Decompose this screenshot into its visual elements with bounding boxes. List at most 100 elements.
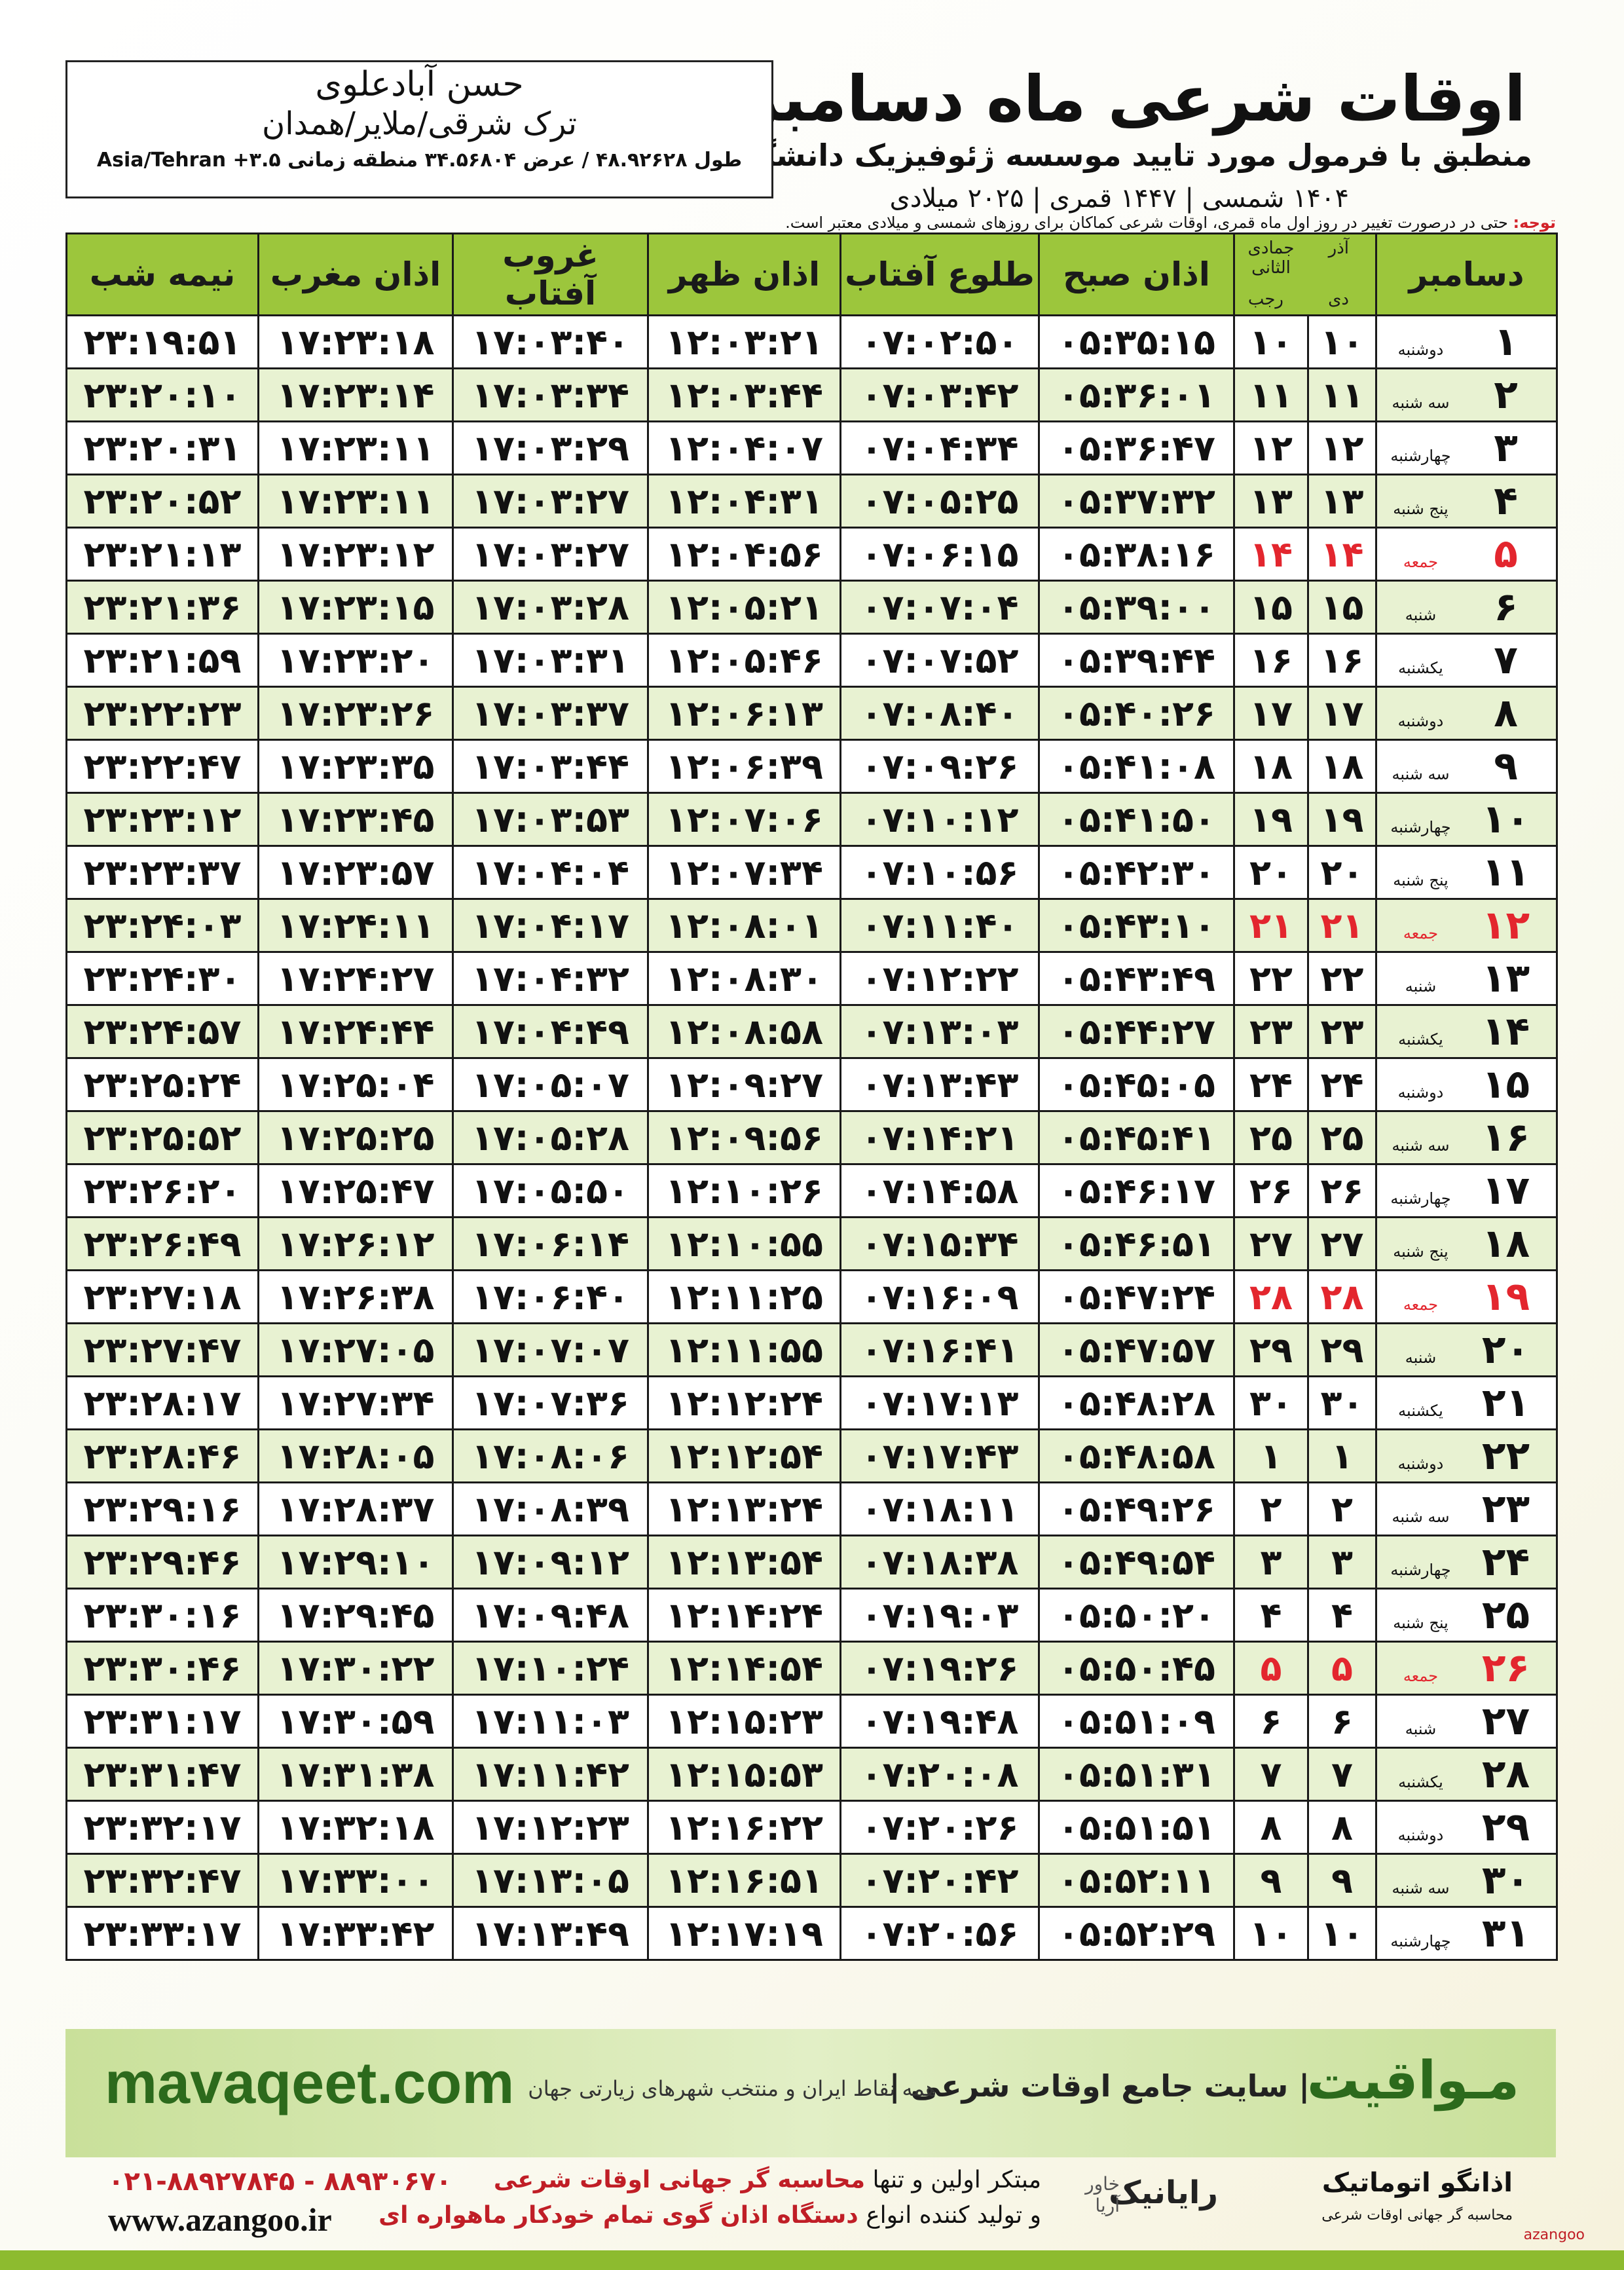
time-cell: ۲۳:۲۳:۳۷ (65, 845, 259, 900)
time-cell: ۰۷:۰۵:۲۵ (840, 474, 1040, 529)
day-cell: ۴ پنج شنبه (1375, 474, 1558, 529)
time-cell: ۰۵:۵۱:۳۱ (1038, 1747, 1235, 1802)
time: ۰۵:۴۳:۱۰ (1058, 904, 1215, 946)
lunar-day: ۷ (1233, 1747, 1309, 1802)
lunar-day: ۱۸ (1233, 739, 1309, 794)
row: ۲۶ جمعه ۵ ۵ ۰۵:۵۰:۴۵ ۰۷:۱۹:۲۶ ۱۲:۱۴:۵۴ ۱۷:۱۰:۲۴… (65, 1641, 1558, 1696)
time-cell: ۲۳:۲۰:۵۲ (65, 474, 259, 529)
time-cell: ۰۷:۲۰:۵۶ (840, 1906, 1040, 1961)
time: ۰۷:۰۲:۵۰ (860, 321, 1019, 363)
time: ۲۳:۱۹:۵۱ (83, 321, 242, 363)
lunar-day: ۱۴ (1233, 527, 1309, 582)
day-cell: ۱۴ یکشنبه (1375, 1004, 1558, 1059)
lunar-day: ۲۶ (1233, 1163, 1309, 1218)
time: ۱۷:۲۳:۱۱ (276, 427, 435, 469)
time-cell: ۰۵:۴۴:۲۷ (1038, 1004, 1235, 1059)
time-cell: ۰۷:۱۸:۳۸ (840, 1535, 1040, 1590)
time: ۲۳:۲۰:۵۲ (83, 480, 242, 522)
time-cell: ۰۷:۰۶:۱۵ (840, 527, 1040, 582)
time-cell: ۰۷:۱۵:۳۴ (840, 1216, 1040, 1271)
time-cell: ۱۲:۱۶:۵۱ (647, 1853, 841, 1908)
time: ۱۲:۱۶:۵۱ (665, 1859, 823, 1901)
time-cell: ۰۵:۴۸:۲۸ (1038, 1375, 1235, 1430)
solar-day: ۱۵ (1307, 580, 1377, 635)
time: ۱۲:۰۷:۰۶ (665, 798, 823, 840)
time-cell: ۱۷:۰۳:۵۳ (452, 792, 649, 847)
time-cell: ۲۳:۲۲:۴۷ (65, 739, 259, 794)
day-cell: ۲۶ جمعه (1375, 1641, 1558, 1696)
logo-azangoo-en: azangoo (1523, 2227, 1585, 2243)
time-cell: ۱۲:۰۸:۳۰ (647, 951, 841, 1006)
time-cell: ۰۵:۳۶:۰۱ (1038, 367, 1235, 422)
time-cell: ۱۲:۱۴:۵۴ (647, 1641, 841, 1696)
slogan: | سایت جامع اوقات شرعی | (889, 2068, 1310, 2104)
time: ۱۲:۱۵:۲۳ (665, 1700, 823, 1742)
time: ۱۲:۰۵:۴۶ (665, 639, 823, 681)
time-cell: ۲۳:۲۴:۵۷ (65, 1004, 259, 1059)
lunar-day: ۲۵ (1233, 1110, 1309, 1165)
day-cell: ۱ دوشنبه (1375, 314, 1558, 369)
time: ۱۷:۲۹:۱۰ (276, 1541, 435, 1583)
time-cell: ۲۳:۲۸:۴۶ (65, 1428, 259, 1483)
time-cell: ۲۳:۲۴:۳۰ (65, 951, 259, 1006)
site-url: mavaqeet.com (105, 2051, 515, 2116)
time: ۰۷:۱۴:۲۱ (860, 1117, 1019, 1159)
row: ۱۶ سه شنبه ۲۵ ۲۵ ۰۵:۴۵:۴۱ ۰۷:۱۴:۲۱ ۱۲:۰۹:۵۶ ۱۷:… (65, 1110, 1558, 1165)
header-lunar-top: جمادی الثانی (1247, 238, 1295, 278)
lunar-day: ۲۸ (1233, 1269, 1309, 1324)
time-cell: ۱۷:۰۹:۱۲ (452, 1535, 649, 1590)
time-cell: ۲۳:۲۵:۲۴ (65, 1057, 259, 1112)
row: ۲۱ یکشنبه ۳۰ ۳۰ ۰۵:۴۸:۲۸ ۰۷:۱۷:۱۳ ۱۲:۱۲:۲۴ ۱۷:۰… (65, 1375, 1558, 1430)
time: ۱۷:۱۱:۴۲ (471, 1753, 629, 1795)
time: ۱۷:۲۵:۴۷ (276, 1170, 435, 1212)
pitch-text: و تولید کننده انواع (866, 2202, 1041, 2229)
weekday: دوشنبه (1397, 1826, 1444, 1844)
row: ۶ شنبه ۱۵ ۱۵ ۰۵:۳۹:۰۰ ۰۷:۰۷:۰۴ ۱۲:۰۵:۲۱ ۱۷:۰۳:۲… (65, 580, 1558, 635)
time: ۰۷:۱۲:۲۲ (860, 958, 1019, 999)
time-cell: ۲۳:۳۱:۱۷ (65, 1694, 259, 1749)
lunar-day: ۲۳ (1233, 1004, 1309, 1059)
day-cell: ۲۲ دوشنبه (1375, 1428, 1558, 1483)
time-cell: ۰۷:۱۸:۱۱ (840, 1481, 1040, 1536)
time-cell: ۱۷:۲۵:۰۴ (257, 1057, 454, 1112)
day-number: ۴ (1494, 478, 1518, 524)
lunar-day: ۱ (1233, 1428, 1309, 1483)
day-cell: ۳ چهارشنبه (1375, 420, 1558, 475)
dates: ۱۴۰۴ شمسی | ۱۴۴۷ قمری | ۲۰۲۵ میلادی (889, 183, 1349, 214)
time: ۲۳:۳۱:۱۷ (83, 1700, 242, 1742)
lunar-day: ۱۰ (1233, 1906, 1309, 1961)
time-cell: ۰۵:۴۱:۵۰ (1038, 792, 1235, 847)
lunar-day: ۲۹ (1233, 1322, 1309, 1377)
time: ۰۵:۵۰:۲۰ (1058, 1594, 1215, 1636)
time-cell: ۰۷:۱۴:۵۸ (840, 1163, 1040, 1218)
time: ۲۳:۲۷:۱۸ (83, 1276, 242, 1318)
time-cell: ۱۷:۱۰:۲۴ (452, 1641, 649, 1696)
time-cell: ۱۷:۲۵:۲۵ (257, 1110, 454, 1165)
time-cell: ۱۷:۰۳:۴۰ (452, 314, 649, 369)
time: ۲۳:۲۱:۱۳ (83, 533, 242, 575)
time: ۱۲:۰۸:۳۰ (665, 958, 823, 999)
time: ۱۷:۰۳:۳۱ (471, 639, 629, 681)
time-cell: ۰۷:۰۳:۴۲ (840, 367, 1040, 422)
lunar-day: ۴ (1233, 1588, 1309, 1643)
time: ۱۷:۰۸:۳۹ (471, 1488, 629, 1530)
day-number: ۱۹ (1481, 1274, 1530, 1320)
time-cell: ۱۷:۲۳:۱۴ (257, 367, 454, 422)
time-cell: ۱۷:۲۷:۳۴ (257, 1375, 454, 1430)
time: ۲۳:۲۶:۲۰ (83, 1170, 242, 1212)
time: ۰۵:۴۹:۵۴ (1058, 1541, 1215, 1583)
time-cell: ۱۷:۲۳:۱۵ (257, 580, 454, 635)
lunar-day: ۲۲ (1233, 951, 1309, 1006)
time: ۱۷:۲۳:۵۷ (276, 851, 435, 893)
day-cell: ۳۰ سه شنبه (1375, 1853, 1558, 1908)
row: ۲۹ دوشنبه ۸ ۸ ۰۵:۵۱:۵۱ ۰۷:۲۰:۲۶ ۱۲:۱۶:۲۲ ۱۷:۱۲:… (65, 1800, 1558, 1855)
time: ۰۷:۱۷:۱۳ (860, 1382, 1019, 1424)
day-number: ۲۶ (1481, 1645, 1530, 1691)
time: ۰۵:۴۰:۲۶ (1058, 692, 1215, 734)
time: ۱۲:۱۱:۲۵ (665, 1276, 823, 1318)
slogan-sub: همه نقاط ایران و منتخب شهرهای زیارتی جها… (528, 2076, 936, 2101)
time: ۱۲:۰۸:۰۱ (665, 904, 823, 946)
time: ۲۳:۲۵:۲۴ (83, 1064, 242, 1106)
time: ۱۷:۲۳:۱۲ (276, 533, 435, 575)
time-cell: ۱۷:۱۳:۰۵ (452, 1853, 649, 1908)
